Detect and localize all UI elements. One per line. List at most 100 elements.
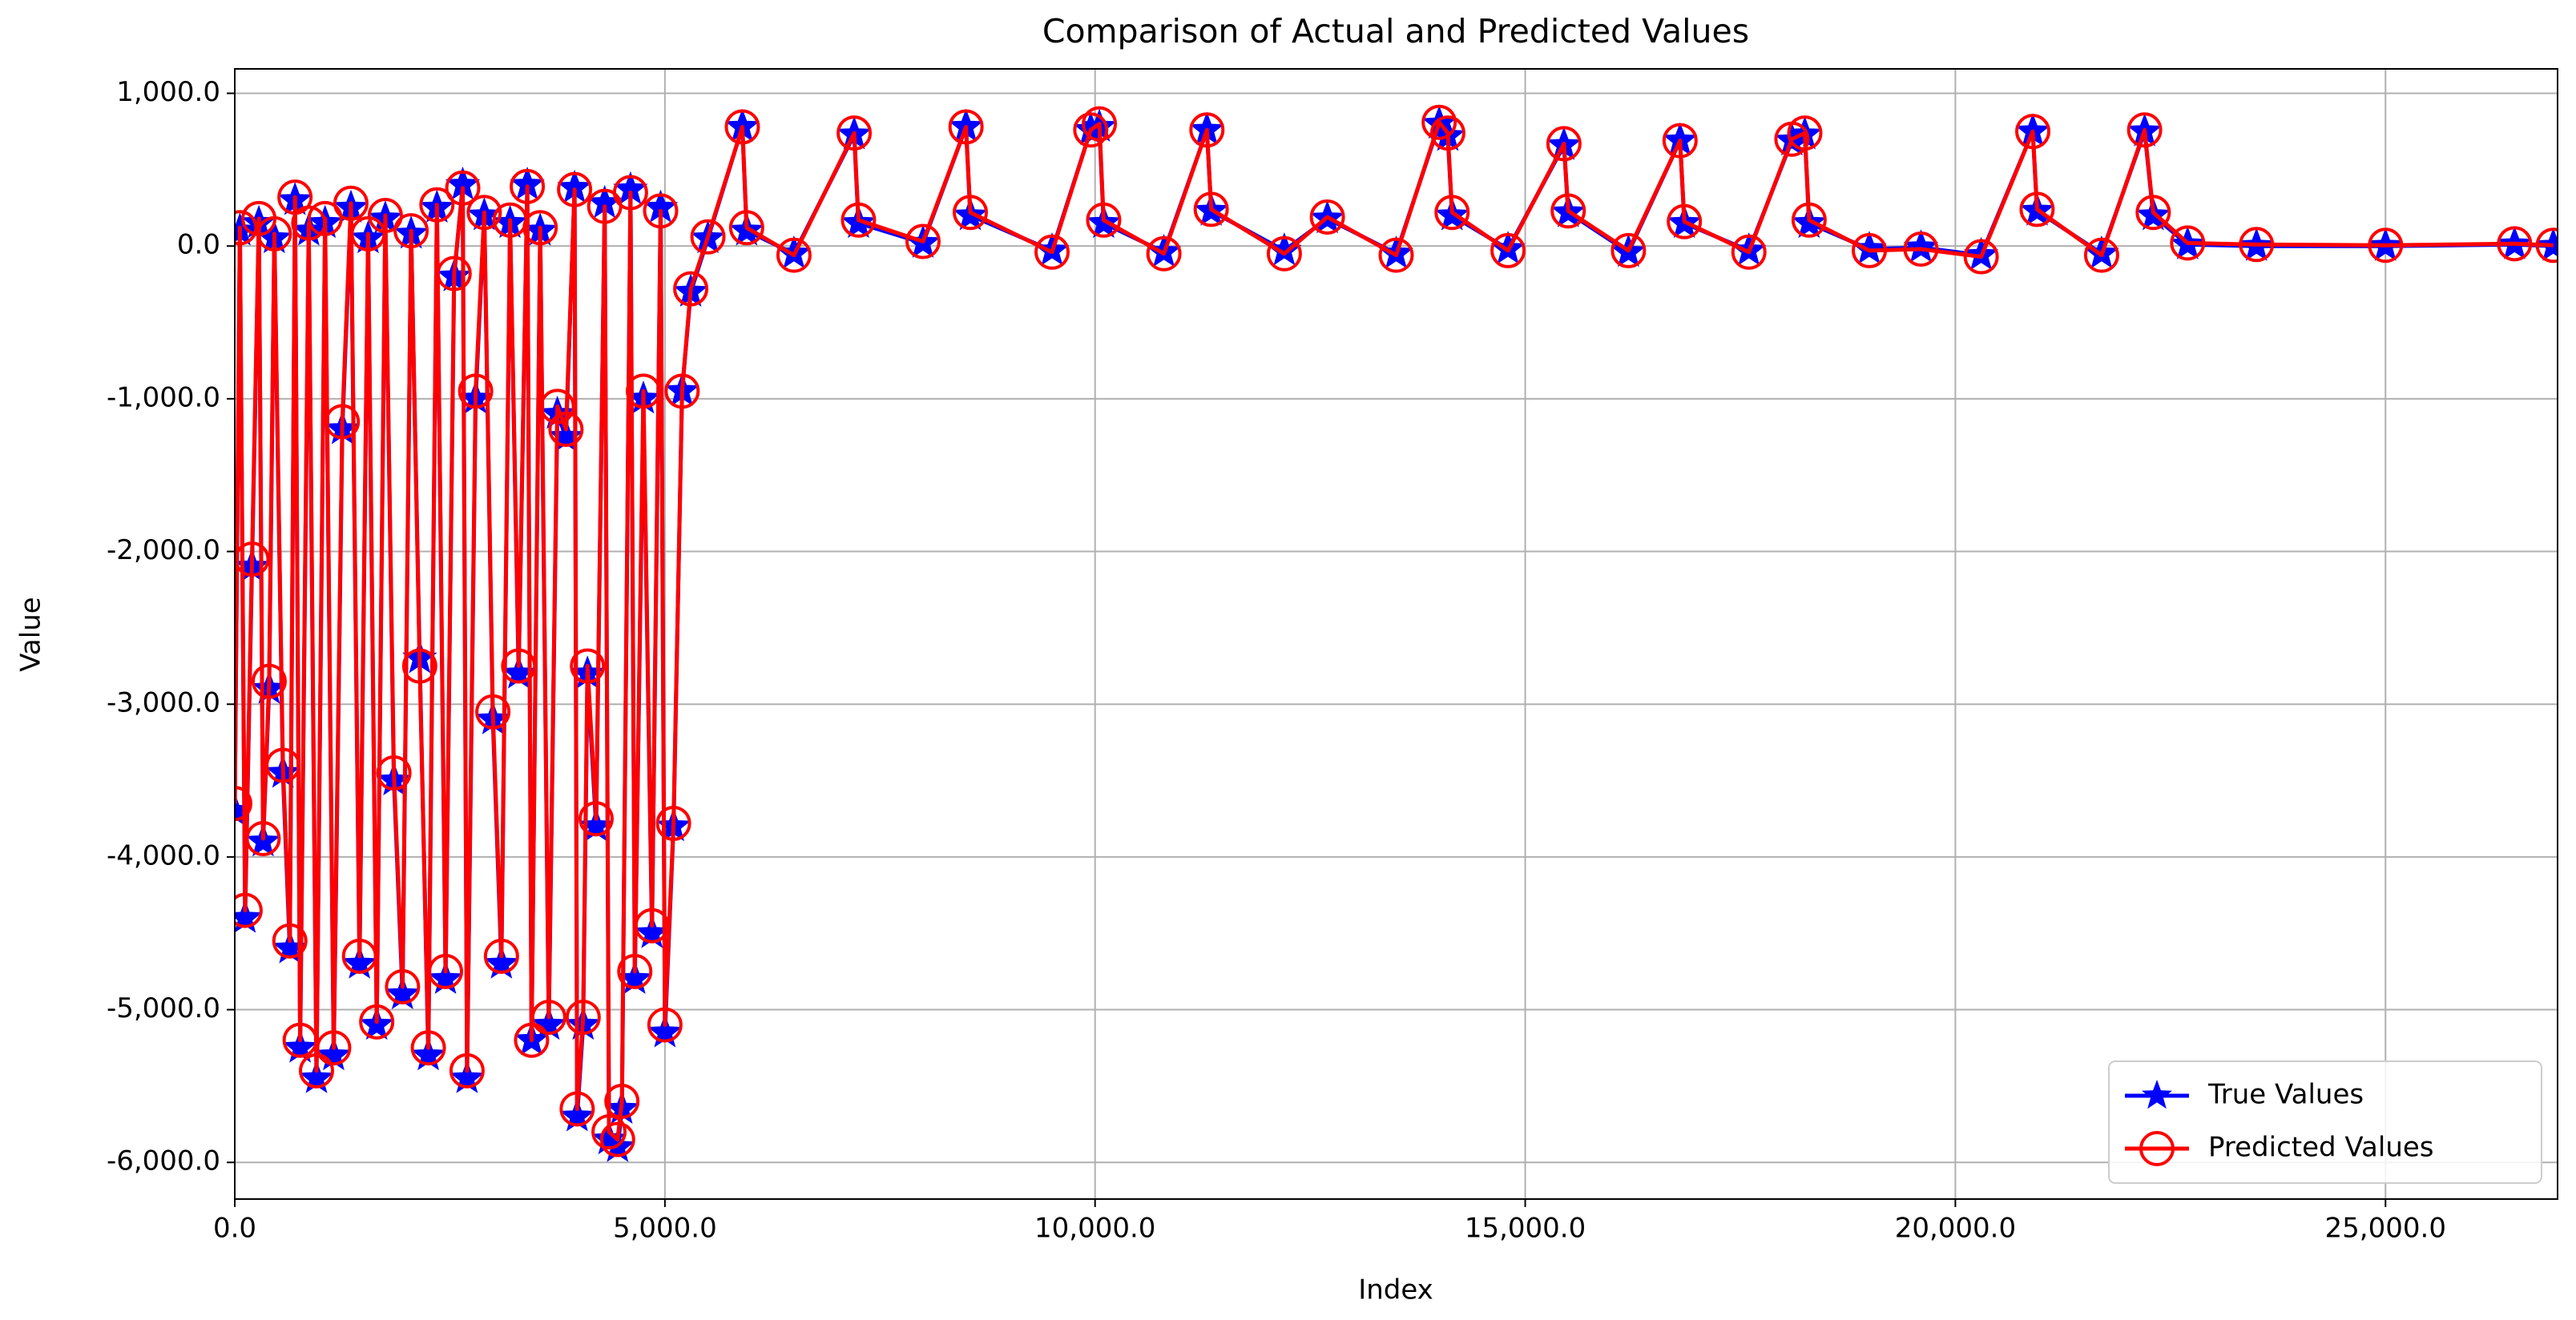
circle-marker [612, 175, 648, 211]
circle-marker [501, 648, 537, 684]
series-line [235, 120, 2554, 1142]
circle-marker [333, 185, 369, 221]
circle-marker [591, 1114, 627, 1150]
circle-marker [307, 200, 343, 236]
star-marker [341, 945, 377, 979]
circle-marker [449, 1052, 485, 1089]
circle-marker [836, 115, 873, 151]
circle-marker [539, 388, 575, 425]
x-tick-label: 15,000.0 [1465, 1213, 1586, 1245]
star-marker [316, 1036, 352, 1071]
circle-marker [599, 1121, 635, 1157]
circle-marker [1309, 199, 1345, 235]
circle-marker [1546, 126, 1582, 162]
star-marker [559, 1098, 595, 1132]
circle-marker [1429, 115, 1465, 151]
circle-marker [436, 256, 472, 292]
circle-marker [428, 953, 464, 989]
star-marker [385, 976, 421, 1010]
circle-marker [401, 648, 437, 684]
x-tick-label: 25,000.0 [2325, 1213, 2446, 1245]
circle-marker [690, 219, 726, 255]
circle-marker [1963, 239, 1999, 275]
x-tick-label: 10,000.0 [1034, 1213, 1155, 1245]
y-tick-label: 1,000.0 [116, 76, 220, 108]
circle-marker [251, 663, 287, 699]
star-marker [449, 1060, 485, 1093]
circle-marker [1189, 112, 1225, 148]
circle-marker [578, 801, 614, 837]
y-tick-label: -4,000.0 [107, 839, 220, 871]
y-tick-label: -1,000.0 [107, 381, 220, 413]
circle-marker [272, 923, 308, 959]
circle-marker [445, 170, 481, 206]
circle-marker [664, 373, 700, 409]
circle-marker [776, 237, 812, 273]
circle-marker [647, 1007, 683, 1043]
circle-marker [410, 1030, 446, 1066]
y-tick-label: -5,000.0 [107, 992, 220, 1024]
chart-title: Comparison of Actual and Predicted Value… [1042, 12, 1749, 50]
circle-marker [841, 202, 877, 238]
x-tick-label: 5,000.0 [613, 1213, 717, 1245]
circle-marker [1490, 232, 1526, 268]
circle-marker [673, 271, 709, 307]
circle-marker [1667, 203, 1703, 239]
circle-marker [948, 109, 984, 145]
circle-marker [235, 541, 270, 578]
circle-marker [530, 1000, 566, 1036]
legend: True Values Predicted Values [2108, 1060, 2542, 1184]
circle-marker [559, 1091, 595, 1127]
circle-marker [643, 193, 679, 229]
circle-marker [953, 195, 989, 231]
circle-marker [316, 1030, 352, 1066]
circle-marker [724, 109, 760, 145]
x-tick-label: 20,000.0 [1895, 1213, 2016, 1245]
circle-marker [1146, 235, 1182, 272]
star-marker [428, 960, 463, 994]
circle-marker [376, 755, 412, 791]
circle-marker [557, 171, 593, 207]
legend-marker [2139, 1131, 2175, 1166]
circle-marker [299, 1052, 335, 1089]
circle-marker [235, 210, 258, 246]
circle-marker [256, 215, 292, 252]
y-tick-label: -2,000.0 [107, 534, 220, 566]
circle-marker [341, 938, 377, 974]
circle-marker [510, 168, 546, 204]
plot-area [235, 104, 2558, 1162]
circle-marker [325, 404, 361, 440]
legend-box [2108, 1060, 2542, 1184]
circle-marker [2135, 195, 2171, 231]
star-marker [531, 1006, 566, 1040]
circle-marker [466, 195, 502, 231]
y-tick-label: -3,000.0 [107, 687, 220, 719]
circle-marker [385, 968, 421, 1004]
star-marker [235, 899, 263, 933]
circle-marker [2015, 114, 2051, 150]
circle-marker [282, 1022, 318, 1058]
circle-marker [2170, 225, 2206, 261]
star-marker [548, 418, 584, 453]
circle-marker [235, 892, 263, 928]
circle-marker [475, 694, 511, 730]
y-axis-label: Value [15, 597, 47, 671]
circle-marker [1731, 234, 1767, 270]
x-tick-label: 0.0 [213, 1213, 256, 1245]
circle-marker [2535, 227, 2558, 264]
circle-marker [2497, 226, 2533, 262]
circle-marker [570, 648, 606, 684]
star-marker [484, 945, 519, 979]
star-marker [647, 1014, 683, 1048]
plot-frame [234, 68, 2558, 1200]
legend-label: Predicted Values [2208, 1132, 2434, 1164]
circle-marker [2368, 227, 2404, 264]
circle-marker [419, 187, 455, 223]
circle-marker [905, 223, 941, 260]
star-marker [1903, 229, 1939, 263]
circle-marker [1611, 232, 1647, 268]
circle-marker [634, 908, 670, 944]
circle-marker [2083, 237, 2119, 273]
legend-label: True Values [2207, 1079, 2364, 1111]
